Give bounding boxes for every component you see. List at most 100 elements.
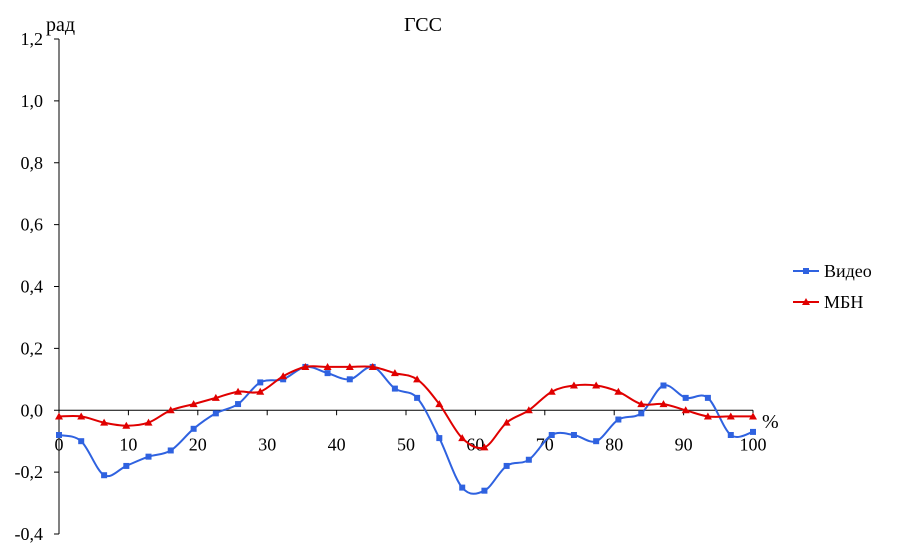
series-mbn-point	[234, 387, 243, 395]
series-mbn-point	[279, 372, 288, 380]
series-video-line	[58, 365, 754, 495]
series-mbn-point	[703, 412, 712, 420]
x-axis-unit-label: %	[762, 411, 779, 433]
series-mbn-point	[345, 362, 354, 370]
series-video-point	[593, 438, 600, 445]
series-video-point	[638, 410, 645, 417]
series-mbn-point	[211, 393, 220, 401]
series-mbn-point	[189, 400, 198, 408]
series-video-point	[145, 453, 152, 460]
series-video-point	[346, 376, 353, 383]
series-mbn-point	[323, 362, 332, 370]
x-tick-label: 90	[675, 434, 693, 454]
series-video-point	[101, 472, 108, 479]
series-mbn-point	[637, 400, 646, 408]
series-video-point	[548, 432, 555, 438]
series-mbn-point	[368, 362, 377, 370]
chart-title: ГСС	[404, 14, 442, 36]
series-mbn	[55, 362, 757, 451]
series-video-point	[123, 462, 130, 469]
legend-mbn-marker	[802, 298, 810, 305]
series-video-point	[257, 379, 264, 386]
x-tick-label: 60	[466, 434, 484, 454]
y-tick-label: 0,8	[21, 153, 44, 173]
series-mbn-point	[681, 406, 690, 414]
series-mbn-point	[480, 443, 489, 451]
series-video-point	[727, 432, 734, 438]
series-mbn-point	[122, 421, 131, 429]
series-mbn-point	[592, 381, 601, 389]
x-tick-label: 20	[189, 434, 207, 454]
series-video-point	[481, 487, 488, 494]
series-video-point	[190, 425, 197, 432]
x-axis-ticks: 0 10 20 30 40 50 60 70 80 90 100	[55, 410, 767, 454]
series-mbn-point	[55, 412, 63, 420]
x-tick-label: 10	[119, 434, 137, 454]
plot-area	[55, 362, 757, 495]
series-video-point	[280, 376, 287, 383]
series-mbn-point	[77, 412, 86, 420]
axes	[58, 39, 753, 534]
series-video-point	[704, 394, 711, 401]
x-tick-label: 80	[605, 434, 623, 454]
series-mbn-point	[166, 406, 175, 414]
series-mbn-point	[301, 362, 310, 370]
series-video-point	[235, 401, 242, 408]
y-axis-unit-label: рад	[46, 14, 75, 36]
series-video-point	[615, 416, 622, 423]
y-tick-label: 1,2	[21, 29, 44, 49]
series-video-point	[78, 438, 85, 445]
series-video-point	[56, 432, 62, 438]
series-video-point	[212, 410, 219, 417]
series-video-point	[324, 370, 331, 377]
legend-item-mbn: МБН	[793, 292, 863, 312]
series-mbn-point	[413, 375, 422, 383]
series-video	[56, 363, 756, 495]
series-mbn-point	[659, 400, 668, 408]
series-mbn-point	[502, 418, 511, 426]
y-tick-label: -0,2	[15, 462, 44, 482]
y-tick-label: 0,4	[21, 277, 44, 297]
series-video-point	[682, 394, 689, 401]
series-mbn-point	[458, 434, 467, 442]
x-tick-label: 30	[258, 434, 276, 454]
series-mbn-point	[144, 418, 153, 426]
series-video-point	[525, 456, 532, 463]
series-video-point	[459, 484, 466, 491]
legend-item-video: Видео	[793, 261, 872, 281]
series-mbn-point	[749, 412, 757, 420]
series-video-point	[391, 385, 398, 392]
y-axis-ticks: 1,2 1,0 0,8 0,6 0,4 0,2 0,0 -0,2 -0,4	[15, 29, 59, 544]
series-mbn-point	[524, 406, 533, 414]
series-video-point	[167, 447, 174, 454]
x-tick-label: 50	[397, 434, 415, 454]
series-mbn-point	[726, 412, 735, 420]
series-video-point	[570, 432, 577, 438]
series-mbn-point	[614, 387, 623, 395]
y-tick-label: 1,0	[21, 91, 44, 111]
series-video-point	[436, 435, 443, 442]
series-mbn-point	[256, 387, 265, 395]
series-video-point	[414, 394, 421, 401]
legend: Видео МБН	[793, 261, 872, 312]
x-tick-label: 100	[740, 434, 767, 454]
x-tick-label: 40	[328, 434, 346, 454]
x-tick-label: 70	[536, 434, 554, 454]
y-tick-label: -0,4	[15, 524, 44, 544]
series-mbn-point	[390, 369, 399, 377]
series-mbn-point	[435, 400, 444, 408]
series-video-point	[660, 382, 667, 389]
legend-video-label: Видео	[824, 261, 872, 281]
y-tick-label: 0,0	[21, 400, 44, 420]
series-mbn-point	[100, 418, 109, 426]
y-tick-label: 0,2	[21, 338, 44, 358]
series-video-point	[750, 428, 756, 435]
series-mbn-point	[547, 387, 556, 395]
legend-video-marker	[803, 268, 809, 274]
legend-mbn-label: МБН	[824, 292, 863, 312]
y-tick-label: 0,6	[21, 215, 44, 235]
series-mbn-point	[569, 381, 578, 389]
x-tick-label: 0	[55, 434, 64, 454]
series-video-point	[503, 462, 510, 469]
